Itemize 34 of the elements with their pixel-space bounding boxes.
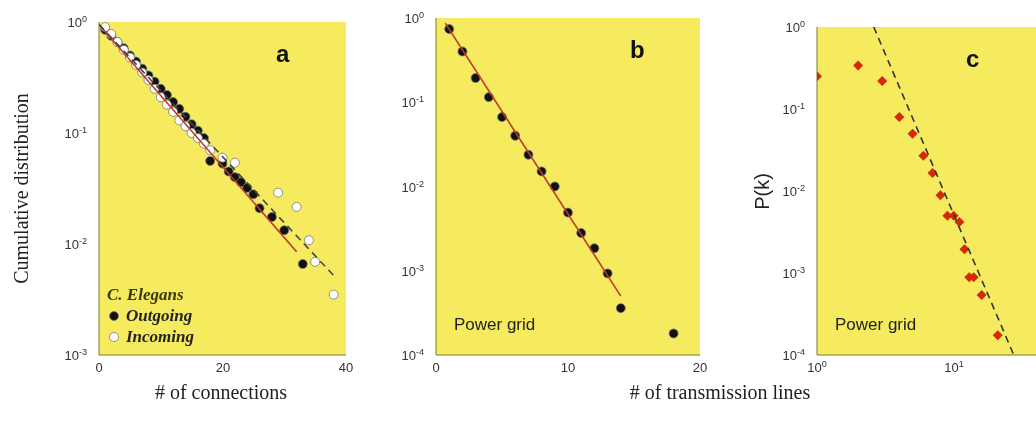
annotation: Power grid (835, 315, 917, 335)
legend-title: C. Elegans (107, 284, 185, 305)
y-tick-label: 10$^{-2}$ (64, 236, 87, 252)
y-tick-label: 10$^{0}$ (67, 14, 87, 30)
y-tick-label: 10$^{-3}$ (782, 265, 805, 281)
x-tick-label: 10$^{1}$ (943, 359, 964, 375)
x-axis-title: # of transmission lines (628, 381, 812, 404)
y-tick-label: 10$^{-3}$ (64, 347, 87, 363)
y-tick-label: 10$^{0}$ (785, 19, 805, 35)
annotation: c (966, 45, 980, 73)
y-tick-label: 10$^{-4}$ (782, 347, 805, 363)
x-tick-label: 0 (95, 360, 103, 375)
y-tick-label: 10$^{-1}$ (64, 125, 87, 141)
x-tick-label: 0 (432, 360, 440, 375)
x-tick-label: 40 (338, 360, 354, 375)
annotation: a (276, 40, 290, 68)
x-tick-label: 20 (692, 360, 708, 375)
y-axis-title: P(k) (750, 172, 774, 210)
annotation: b (630, 36, 645, 64)
legend-label: Incoming (126, 326, 195, 347)
y-tick-label: 10$^{-4}$ (401, 347, 424, 363)
y-tick-label: 10$^{-1}$ (782, 101, 805, 117)
y-tick-label: 10$^{-2}$ (782, 183, 805, 199)
x-axis-title: # of connections (153, 381, 289, 404)
legend-label: Outgoing (126, 305, 193, 326)
y-tick-label: 10$^{-3}$ (401, 262, 424, 279)
y-tick-label: 10$^{-1}$ (401, 94, 424, 111)
y-tick-label: 10$^{0}$ (404, 10, 424, 26)
annotation: Power grid (454, 315, 536, 335)
y-axis-title: Cumulative distribution (10, 93, 33, 284)
x-tick-label: 10 (560, 360, 576, 375)
x-tick-label: 10$^{0}$ (807, 359, 827, 375)
y-tick-label: 10$^{-2}$ (401, 178, 424, 195)
x-tick-label: 20 (215, 360, 230, 375)
